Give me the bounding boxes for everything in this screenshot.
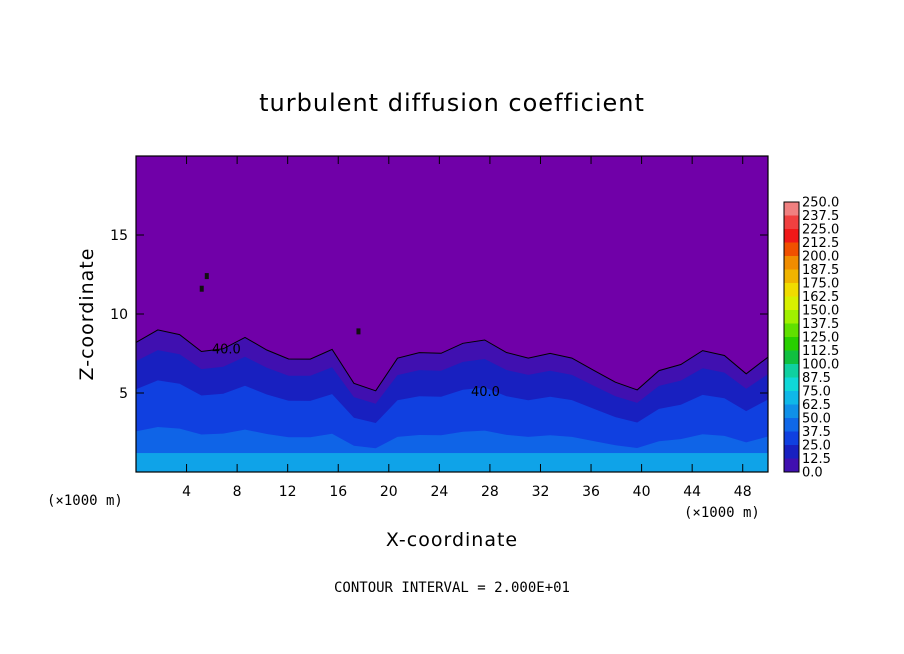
colorbar-label: 175.0 xyxy=(802,277,839,292)
colorbar-label: 37.5 xyxy=(802,425,831,440)
colorbar-label: 212.5 xyxy=(802,236,839,251)
colorbar-label: 75.0 xyxy=(802,385,831,400)
x-tick-label: 36 xyxy=(582,484,600,500)
y-axis: 5 10 15 xyxy=(110,228,768,402)
colorbar-swatch xyxy=(784,431,799,446)
colorbar-label: 162.5 xyxy=(802,290,839,305)
x-unit-label-left: (×1000 m) xyxy=(47,493,123,509)
colorbar-swatch xyxy=(784,350,799,365)
colorbar-label: 187.5 xyxy=(802,263,839,278)
x-tick-label: 24 xyxy=(430,484,448,500)
x-tick-label: 12 xyxy=(279,484,297,500)
colorbar-swatch xyxy=(784,269,799,284)
isolated-patch xyxy=(199,285,204,292)
colorbar-label: 237.5 xyxy=(802,209,839,224)
colorbar-label: 137.5 xyxy=(802,317,839,332)
x-tick-label: 16 xyxy=(329,484,347,500)
x-unit-label-right: (×1000 m) xyxy=(684,505,760,521)
x-tick-label: 48 xyxy=(734,484,752,500)
colorbar-swatch xyxy=(784,202,799,216)
x-tick-label: 4 xyxy=(182,484,191,500)
colorbar: 250.0237.5225.0212.5200.0187.5175.0162.5… xyxy=(783,196,839,481)
contour-label: 40.0 xyxy=(212,343,241,358)
colorbar-swatch xyxy=(784,323,799,338)
colorbar-label: 87.5 xyxy=(802,371,831,386)
colorbar-label: 150.0 xyxy=(802,304,839,319)
x-tick-label: 44 xyxy=(683,484,701,500)
colorbar-label: 25.0 xyxy=(802,439,831,454)
y-tick-label: 10 xyxy=(110,307,128,323)
chart-title: turbulent diffusion coefficient xyxy=(259,89,645,117)
colorbar-label: 250.0 xyxy=(802,196,839,211)
colorbar-swatch xyxy=(784,458,799,473)
y-axis-label: Z-coordinate xyxy=(76,248,98,381)
isolated-patch xyxy=(356,328,361,335)
colorbar-swatch xyxy=(784,256,799,270)
y-tick-label: 5 xyxy=(119,386,128,402)
colorbar-label: 0.0 xyxy=(802,466,823,481)
contour-interval-note: CONTOUR INTERVAL = 2.000E+01 xyxy=(334,580,570,596)
x-tick-label: 8 xyxy=(233,484,242,500)
y-tick-label: 15 xyxy=(110,228,128,244)
x-tick-label: 20 xyxy=(380,484,398,500)
colorbar-swatch xyxy=(784,377,799,392)
x-axis-label: X-coordinate xyxy=(386,529,518,551)
colorbar-swatch xyxy=(784,296,799,311)
colorbar-label: 200.0 xyxy=(802,250,839,265)
colorbar-swatch xyxy=(784,364,799,378)
surface-band xyxy=(136,453,768,472)
colorbar-label: 50.0 xyxy=(802,412,831,427)
colorbar-swatch xyxy=(784,445,799,459)
colorbar-label: 225.0 xyxy=(802,223,839,238)
colorbar-swatch xyxy=(784,337,799,351)
x-tick-label: 28 xyxy=(481,484,499,500)
colorbar-swatch xyxy=(784,391,799,405)
contour-label: 40.0 xyxy=(471,385,500,400)
colorbar-swatch xyxy=(784,283,799,297)
colorbar-label: 125.0 xyxy=(802,331,839,346)
colorbar-swatch xyxy=(784,229,799,243)
colorbar-label: 100.0 xyxy=(802,358,839,373)
plot-area: 40.0 40.0 xyxy=(135,155,769,473)
colorbar-swatch xyxy=(784,215,799,230)
colorbar-label: 62.5 xyxy=(802,398,831,413)
colorbar-swatch xyxy=(784,310,799,324)
colorbar-swatch xyxy=(784,404,799,419)
x-axis: 4 8 12 16 20 24 28 32 36 40 44 48 xyxy=(182,156,752,500)
x-tick-label: 32 xyxy=(532,484,550,500)
colorbar-label: 112.5 xyxy=(802,344,839,359)
colorbar-swatch xyxy=(784,242,799,257)
isolated-patch xyxy=(204,273,209,280)
colorbar-label: 12.5 xyxy=(802,452,831,467)
x-tick-label: 40 xyxy=(633,484,651,500)
colorbar-frame xyxy=(783,201,800,473)
colorbar-swatch xyxy=(784,418,799,432)
